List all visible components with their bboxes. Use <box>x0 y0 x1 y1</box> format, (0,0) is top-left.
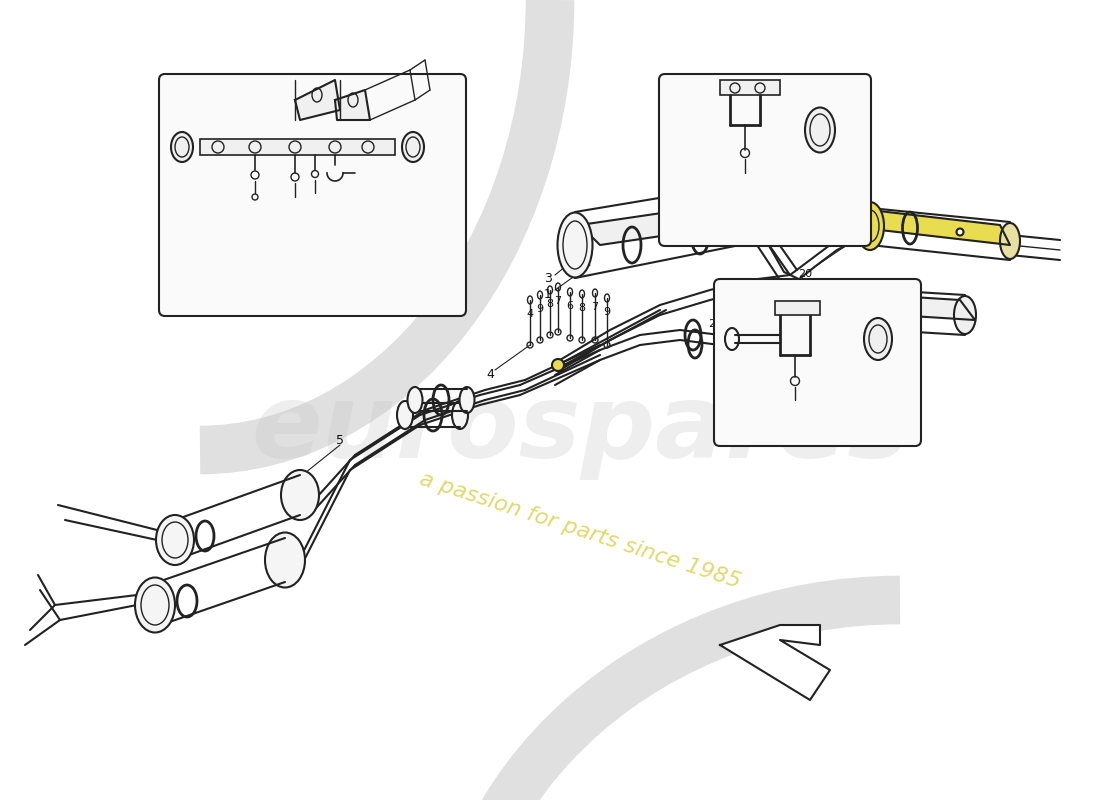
Text: 13: 13 <box>766 217 780 227</box>
Text: 18: 18 <box>408 95 422 105</box>
Ellipse shape <box>864 318 892 360</box>
Text: 6: 6 <box>566 301 573 311</box>
Ellipse shape <box>805 107 835 153</box>
FancyBboxPatch shape <box>714 279 921 446</box>
Text: 10: 10 <box>742 413 757 423</box>
Ellipse shape <box>407 387 422 413</box>
Text: 8: 8 <box>579 303 585 313</box>
FancyBboxPatch shape <box>659 74 871 246</box>
Text: 14: 14 <box>406 280 420 290</box>
Polygon shape <box>336 90 370 120</box>
Ellipse shape <box>452 401 468 429</box>
Text: 2: 2 <box>812 358 820 370</box>
Ellipse shape <box>460 387 474 413</box>
Text: 3: 3 <box>544 273 552 286</box>
Text: 10: 10 <box>818 217 832 227</box>
Text: 19: 19 <box>688 90 702 100</box>
Text: 1: 1 <box>544 287 552 301</box>
Ellipse shape <box>402 132 424 162</box>
Ellipse shape <box>265 533 305 587</box>
Ellipse shape <box>784 280 816 330</box>
Text: 13: 13 <box>821 415 835 425</box>
Text: 4: 4 <box>527 309 534 319</box>
FancyBboxPatch shape <box>160 74 466 316</box>
Ellipse shape <box>135 578 175 633</box>
Bar <box>720 80 780 95</box>
Ellipse shape <box>767 287 773 293</box>
Ellipse shape <box>552 359 564 371</box>
Text: 19: 19 <box>742 295 757 305</box>
Text: 5: 5 <box>336 434 344 446</box>
Polygon shape <box>720 625 830 700</box>
Polygon shape <box>870 210 1010 245</box>
Bar <box>200 139 395 155</box>
Ellipse shape <box>840 239 846 245</box>
Polygon shape <box>580 200 770 245</box>
Text: 9: 9 <box>604 307 611 317</box>
Text: 20: 20 <box>708 319 722 329</box>
Text: a passion for parts since 1985: a passion for parts since 1985 <box>417 469 742 591</box>
Text: 12: 12 <box>871 417 886 427</box>
Ellipse shape <box>558 213 593 278</box>
Polygon shape <box>800 290 975 320</box>
Ellipse shape <box>851 305 858 311</box>
Ellipse shape <box>954 296 976 334</box>
Ellipse shape <box>1000 223 1020 259</box>
Text: 7: 7 <box>592 302 598 312</box>
Polygon shape <box>295 80 340 120</box>
Text: 14: 14 <box>175 280 189 290</box>
Text: 15: 15 <box>233 280 248 290</box>
Text: eurospares: eurospares <box>251 379 910 481</box>
Ellipse shape <box>856 202 884 250</box>
Text: 4: 4 <box>486 367 494 381</box>
Text: 11: 11 <box>706 213 721 223</box>
Ellipse shape <box>156 515 194 565</box>
Text: 16: 16 <box>308 280 322 290</box>
Ellipse shape <box>397 401 412 429</box>
Text: 17: 17 <box>273 280 287 290</box>
Text: 7: 7 <box>554 296 562 306</box>
Text: 9: 9 <box>537 304 543 314</box>
Ellipse shape <box>957 229 964 235</box>
Ellipse shape <box>280 470 319 520</box>
Bar <box>776 301 820 315</box>
Ellipse shape <box>741 189 769 241</box>
Ellipse shape <box>170 132 192 162</box>
Text: 20: 20 <box>798 269 812 279</box>
Text: 8: 8 <box>547 299 553 309</box>
